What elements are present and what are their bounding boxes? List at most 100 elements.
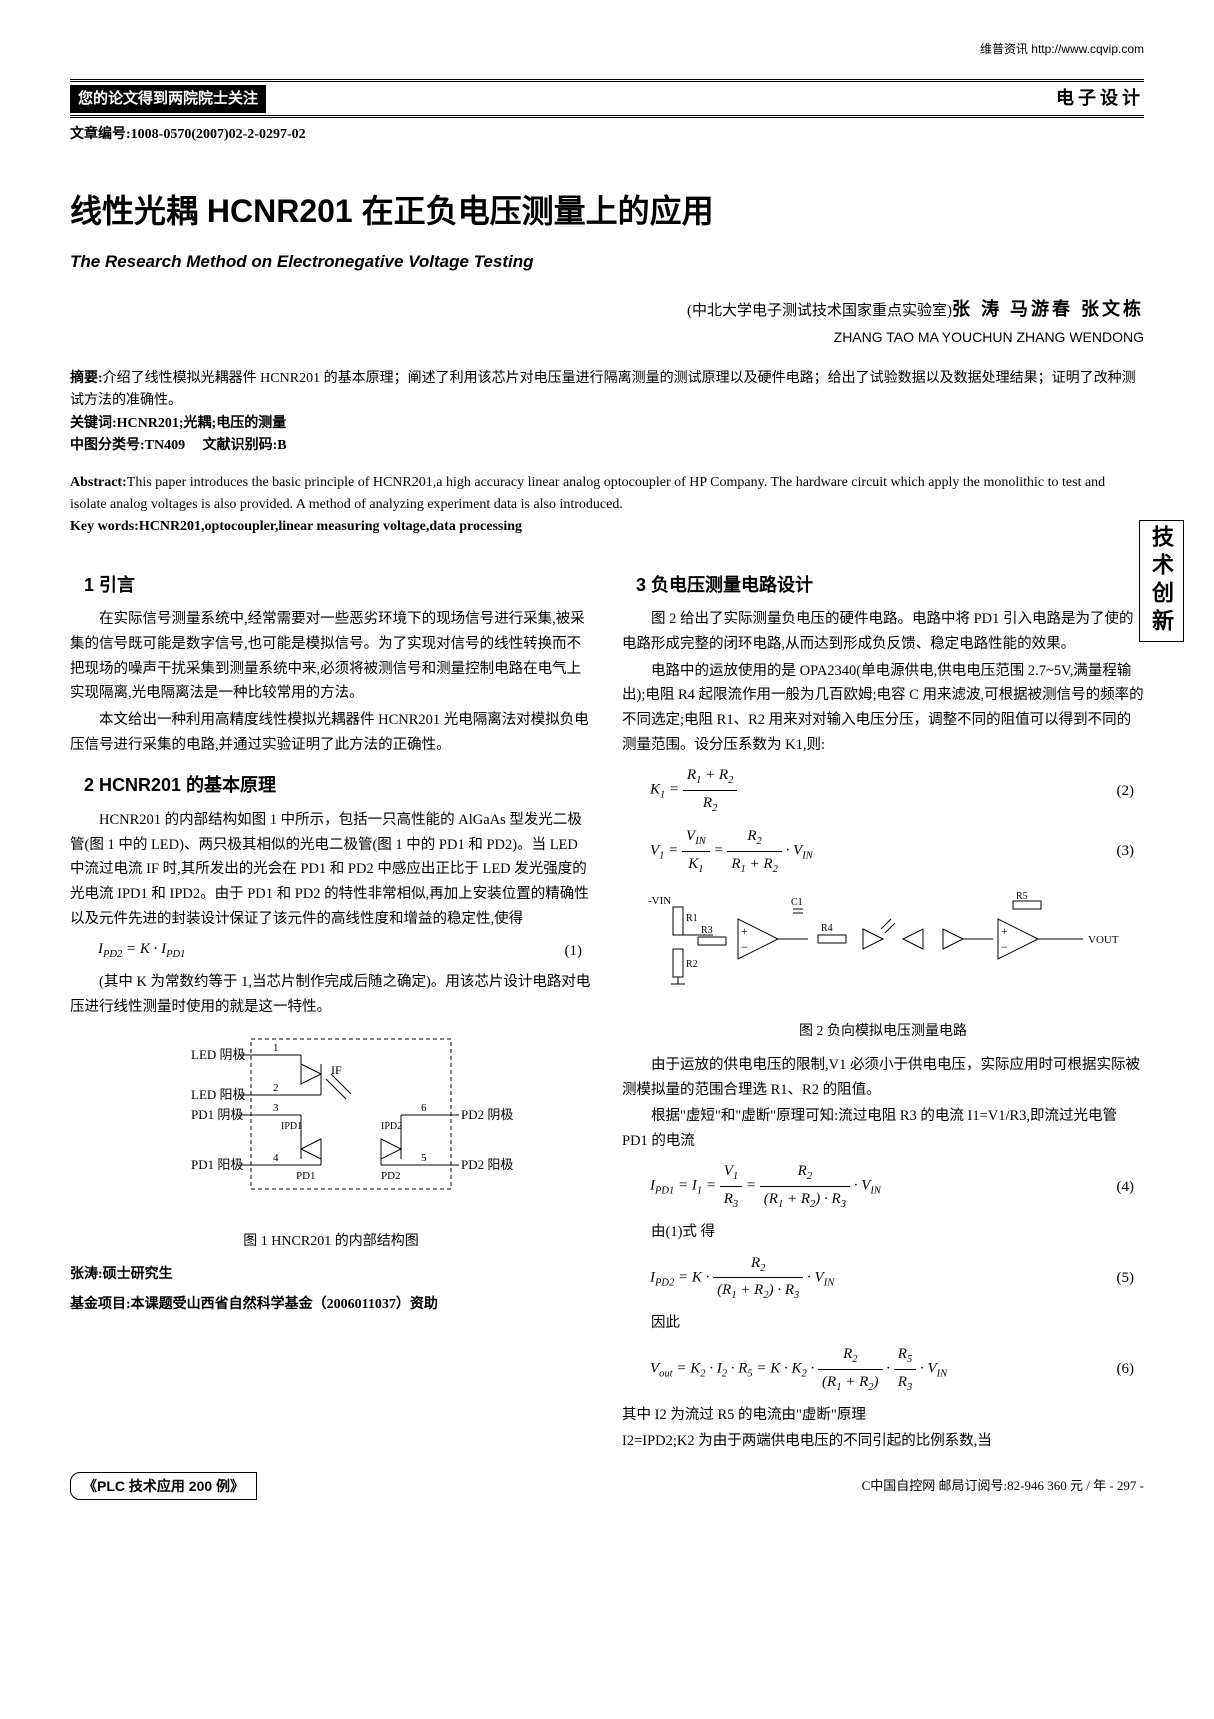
- authors-cn: (中北大学电子测试技术国家重点实验室)张 涛 马游春 张文栋: [70, 295, 1144, 324]
- svg-text:+: +: [1001, 924, 1008, 938]
- svg-text:IF: IF: [331, 1063, 342, 1077]
- doc-code-val: B: [277, 438, 286, 453]
- title-en: The Research Method on Electronegative V…: [70, 248, 1144, 275]
- side-tab-text: 技术创新: [1139, 520, 1184, 642]
- svg-text:PD2 阳极: PD2 阳极: [461, 1157, 513, 1172]
- formula-1: IPD2 = K · IPD1 (1): [98, 937, 592, 964]
- abstract-en: Abstract:This paper introduces the basic…: [70, 472, 1144, 517]
- svg-text:4: 4: [273, 1152, 279, 1164]
- para-10: 因此: [622, 1311, 1144, 1336]
- para-6: 电路中的运放使用的是 OPA2340(单电源供电,供电电压范围 2.7~5V,满…: [622, 659, 1144, 758]
- clc-line: 中图分类号:TN409 文献识别码:B: [70, 435, 1144, 457]
- article-id: 文章编号:1008-0570(2007)02-2-0297-02: [70, 124, 1144, 146]
- left-column: 1 引言 在实际信号测量系统中,经常需要对一些恶劣环境下的现场信号进行采集,被采…: [70, 557, 592, 1456]
- abstract-en-text: This paper introduces the basic principl…: [70, 475, 1105, 512]
- svg-text:6: 6: [421, 1102, 427, 1114]
- para-5: 图 2 给出了实际测量负电压的硬件电路。电路中将 PD1 引入电路是为了使的电路…: [622, 607, 1144, 656]
- svg-text:3: 3: [273, 1102, 279, 1114]
- keywords-en-text: HCNR201,optocoupler,linear measuring vol…: [139, 519, 522, 534]
- footer: 《PLC 技术应用 200 例》 C中国自控网 邮局订阅号:82-946 360…: [70, 1472, 1144, 1500]
- formula-5-num: (5): [1117, 1266, 1135, 1290]
- para-2: 本文给出一种利用高精度线性模拟光耦器件 HCNR201 光电隔离法对模拟负电压信…: [70, 708, 592, 757]
- footer-right: C中国自控网 邮局订阅号:82-946 360 元 / 年 - 297 -: [862, 1476, 1144, 1497]
- authors-en: ZHANG TAO MA YOUCHUN ZHANG WENDONG: [70, 326, 1144, 348]
- keywords-en-label: Key words:: [70, 519, 139, 534]
- figure-1-svg: LED 阴极 1 LED 阳极 2 PD1 阴极 3 PD1 阳极 4 PD2 …: [121, 1029, 541, 1219]
- svg-text:IPD1: IPD1: [281, 1121, 302, 1132]
- svg-text:PD1 阳极: PD1 阳极: [191, 1157, 243, 1172]
- para-4: (其中 K 为常数约等于 1,当芯片制作完成后随之确定)。用该芯片设计电路对电压…: [70, 970, 592, 1019]
- svg-text:PD1: PD1: [296, 1170, 316, 1182]
- svg-text:5: 5: [421, 1152, 427, 1164]
- top-url: 维普资讯 http://www.cqvip.com: [70, 40, 1144, 59]
- formula-2-num: (2): [1117, 779, 1135, 803]
- header-bar: 您的论文得到两院院士关注 电子设计: [70, 79, 1144, 118]
- keywords-cn-label: 关键词:: [70, 416, 117, 431]
- svg-text:-VIN: -VIN: [648, 895, 671, 907]
- author-names-cn: 张 涛 马游春 张文栋: [952, 299, 1144, 319]
- doc-code-label: 文献识别码:: [203, 438, 278, 453]
- formula-6: Vout = K2 · I2 · R5 = K · K2 · R2(R1 + R…: [650, 1342, 1144, 1397]
- abstract-cn-label: 摘要:: [70, 371, 103, 386]
- clc-label: 中图分类号:: [70, 438, 145, 453]
- formula-1-num: (1): [565, 939, 583, 963]
- author-info-2: 基金项目:本课题受山西省自然科学基金（2006011037）资助: [70, 1294, 592, 1316]
- formula-2: K1 = R1 + R2R2 (2): [650, 763, 1144, 818]
- para-1: 在实际信号测量系统中,经常需要对一些恶劣环境下的现场信号进行采集,被采集的信号既…: [70, 607, 592, 706]
- figure-2-caption: 图 2 负向模拟电压测量电路: [622, 1021, 1144, 1043]
- svg-text:R2: R2: [686, 959, 698, 970]
- svg-text:2: 2: [273, 1082, 279, 1094]
- svg-text:IPD2: IPD2: [381, 1121, 402, 1132]
- affiliation: (中北大学电子测试技术国家重点实验室): [687, 303, 952, 319]
- svg-text:PD2 阴极: PD2 阴极: [461, 1107, 513, 1122]
- section-3-title: 3 负电压测量电路设计: [636, 571, 1144, 600]
- header-left-badge: 您的论文得到两院院士关注: [70, 85, 266, 113]
- header-right-category: 电子设计: [1056, 84, 1144, 113]
- svg-text:−: −: [1001, 940, 1008, 954]
- svg-text:R4: R4: [821, 923, 833, 934]
- side-tab: 技术创新: [1139, 520, 1184, 644]
- svg-text:1: 1: [273, 1042, 279, 1054]
- formula-3: V1 = VINK1 = R2R1 + R2 · VIN (3): [650, 824, 1144, 879]
- title-cn: 线性光耦 HCNR201 在正负电压测量上的应用: [70, 186, 1144, 237]
- formula-4: IPD1 = I1 = V1R3 = R2(R1 + R2) · R3 · VI…: [650, 1159, 1144, 1214]
- svg-text:PD2: PD2: [381, 1170, 401, 1182]
- figure-1-caption: 图 1 HNCR201 的内部结构图: [70, 1231, 592, 1253]
- svg-text:−: −: [741, 940, 748, 954]
- abstract-en-label: Abstract:: [70, 475, 127, 490]
- para-8: 根据"虚短"和"虚断"原理可知:流过电阻 R3 的电流 I1=V1/R3,即流过…: [622, 1104, 1144, 1153]
- svg-text:PD1 阴极: PD1 阴极: [191, 1107, 243, 1122]
- keywords-cn-text: HCNR201;光耦;电压的测量: [117, 416, 287, 431]
- figure-1: LED 阴极 1 LED 阳极 2 PD1 阴极 3 PD1 阳极 4 PD2 …: [70, 1029, 592, 1253]
- para-3: HCNR201 的内部结构如图 1 中所示，包括一只高性能的 AlGaAs 型发…: [70, 808, 592, 931]
- clc-val: TN409: [145, 438, 185, 453]
- figure-2: -VIN R1 R2 R3 + − C1 R4: [622, 889, 1144, 1043]
- svg-text:R1: R1: [686, 913, 698, 924]
- footer-left: 《PLC 技术应用 200 例》: [70, 1472, 257, 1500]
- svg-text:R5: R5: [1016, 891, 1028, 902]
- columns: 1 引言 在实际信号测量系统中,经常需要对一些恶劣环境下的现场信号进行采集,被采…: [70, 557, 1144, 1456]
- formula-6-num: (6): [1117, 1357, 1135, 1381]
- svg-text:LED 阴极: LED 阴极: [191, 1047, 246, 1062]
- formula-3-num: (3): [1117, 839, 1135, 863]
- svg-text:+: +: [741, 924, 748, 938]
- svg-text:LED 阳极: LED 阳极: [191, 1087, 246, 1102]
- formula-4-num: (4): [1117, 1175, 1135, 1199]
- abstract-cn: 摘要:介绍了线性模拟光耦器件 HCNR201 的基本原理；阐述了利用该芯片对电压…: [70, 368, 1144, 413]
- formula-5: IPD2 = K · R2(R1 + R2) · R3 · VIN (5): [650, 1251, 1144, 1306]
- para-7: 由于运放的供电电压的限制,V1 必须小于供电电压，实际应用时可根据实际被测模拟量…: [622, 1053, 1144, 1102]
- section-2-title: 2 HCNR201 的基本原理: [84, 771, 592, 800]
- author-info-1: 张涛:硕士研究生: [70, 1264, 592, 1286]
- svg-text:R3: R3: [701, 925, 713, 936]
- para-9: 由(1)式 得: [622, 1220, 1144, 1245]
- para-11: 其中 I2 为流过 R5 的电流由"虚断"原理: [622, 1403, 1144, 1428]
- abstract-cn-text: 介绍了线性模拟光耦器件 HCNR201 的基本原理；阐述了利用该芯片对电压量进行…: [70, 371, 1136, 408]
- para-12: I2=IPD2;K2 为由于两端供电电压的不同引起的比例系数,当: [622, 1429, 1144, 1454]
- svg-text:C1: C1: [791, 897, 803, 908]
- keywords-cn: 关键词:HCNR201;光耦;电压的测量: [70, 413, 1144, 435]
- right-column: 3 负电压测量电路设计 图 2 给出了实际测量负电压的硬件电路。电路中将 PD1…: [622, 557, 1144, 1456]
- keywords-en: Key words:HCNR201,optocoupler,linear mea…: [70, 516, 1144, 538]
- figure-2-svg: -VIN R1 R2 R3 + − C1 R4: [643, 889, 1123, 1009]
- section-1-title: 1 引言: [84, 571, 592, 600]
- svg-text:VOUT: VOUT: [1088, 934, 1119, 946]
